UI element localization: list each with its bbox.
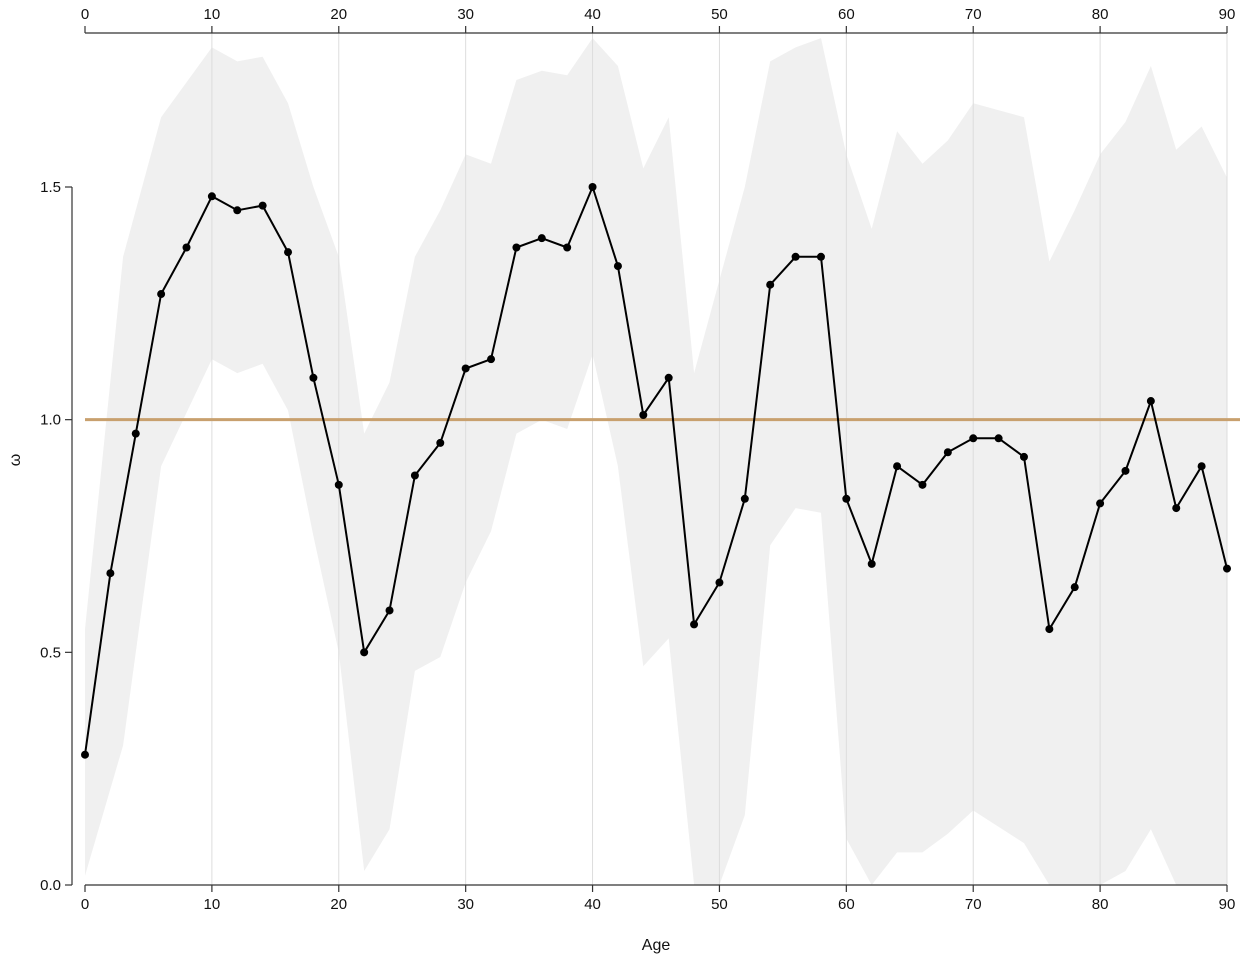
y-tick-label-0: 0.0 — [40, 877, 61, 894]
data-point-age-36 — [537, 234, 546, 243]
data-point-age-84 — [1146, 397, 1155, 406]
data-point-age-88 — [1197, 462, 1206, 471]
top-tick-label-80: 80 — [1092, 6, 1109, 23]
top-tick-label-60: 60 — [838, 6, 855, 23]
data-point-age-44 — [639, 411, 648, 420]
data-point-age-80 — [1096, 499, 1105, 508]
data-point-age-18 — [309, 373, 318, 382]
data-point-age-52 — [740, 494, 749, 503]
data-point-age-68 — [943, 448, 952, 457]
x-tick-label-50: 50 — [711, 896, 728, 913]
x-axis-title: Age — [642, 937, 671, 954]
data-point-age-26 — [410, 471, 419, 480]
x-tick-label-10: 10 — [204, 896, 221, 913]
data-point-age-60 — [842, 494, 851, 503]
top-tick-label-0: 0 — [81, 6, 89, 23]
data-point-age-50 — [715, 578, 724, 587]
data-point-age-38 — [563, 243, 572, 252]
x-tick-label-30: 30 — [457, 896, 474, 913]
omega-series-layer — [81, 183, 1231, 759]
top-tick-label-70: 70 — [965, 6, 982, 23]
y-axis-title: ω — [7, 454, 24, 467]
data-point-age-90 — [1223, 564, 1231, 573]
data-point-age-54 — [766, 280, 775, 289]
vertical-gridlines — [211, 33, 1228, 885]
data-point-age-0 — [81, 750, 89, 759]
data-point-age-66 — [918, 480, 927, 489]
confidence-band-layer — [85, 38, 1227, 886]
data-point-age-24 — [385, 606, 394, 615]
data-point-age-12 — [233, 206, 242, 215]
confidence-band — [85, 38, 1227, 886]
x-tick-label-80: 80 — [1092, 896, 1109, 913]
x-tick-label-40: 40 — [584, 896, 601, 913]
data-point-age-76 — [1045, 625, 1054, 634]
series-line — [84, 186, 1228, 755]
top-tick-label-40: 40 — [584, 6, 601, 23]
data-point-age-32 — [487, 355, 496, 364]
data-point-age-62 — [867, 559, 876, 568]
data-point-age-6 — [157, 290, 166, 299]
data-point-age-56 — [791, 252, 800, 261]
y-tick-label-0.5: 0.5 — [40, 644, 61, 661]
data-point-age-20 — [334, 480, 343, 489]
top-tick-label-90: 90 — [1219, 6, 1236, 23]
data-point-age-64 — [893, 462, 902, 471]
top-tick-label-10: 10 — [204, 6, 221, 23]
x-tick-label-90: 90 — [1219, 896, 1236, 913]
data-point-age-86 — [1172, 504, 1181, 513]
data-point-age-74 — [1019, 452, 1028, 461]
data-point-age-78 — [1070, 583, 1079, 592]
x-tick-label-0: 0 — [81, 896, 89, 913]
top-tick-label-30: 30 — [457, 6, 474, 23]
data-point-age-16 — [284, 248, 293, 257]
data-point-age-10 — [207, 192, 216, 201]
data-point-age-70 — [969, 434, 978, 443]
data-point-age-48 — [690, 620, 699, 629]
y-tick-label-1.5: 1.5 — [40, 179, 61, 196]
data-point-age-8 — [182, 243, 191, 252]
axes-layer: 0 0 10 10 20 20 30 30 40 40 50 50 60 60 70 70 80 80 90 90 0.… — [40, 6, 1235, 913]
x-tick-label-70: 70 — [965, 896, 982, 913]
y-tick-label-1: 1.0 — [40, 412, 61, 429]
data-point-age-82 — [1121, 466, 1130, 475]
data-point-age-22 — [360, 648, 369, 657]
data-point-age-2 — [106, 569, 115, 578]
data-point-age-46 — [664, 373, 673, 382]
data-point-age-42 — [613, 262, 622, 271]
x-tick-label-20: 20 — [330, 896, 347, 913]
data-point-age-4 — [131, 429, 140, 438]
top-tick-label-50: 50 — [711, 6, 728, 23]
data-point-age-28 — [436, 438, 445, 447]
x-tick-label-60: 60 — [838, 896, 855, 913]
top-tick-label-20: 20 — [330, 6, 347, 23]
data-point-age-40 — [588, 183, 597, 191]
data-point-age-72 — [994, 434, 1003, 443]
data-point-age-34 — [512, 243, 521, 252]
data-point-age-58 — [816, 252, 825, 261]
data-point-age-30 — [461, 364, 470, 373]
data-point-age-14 — [258, 201, 267, 210]
